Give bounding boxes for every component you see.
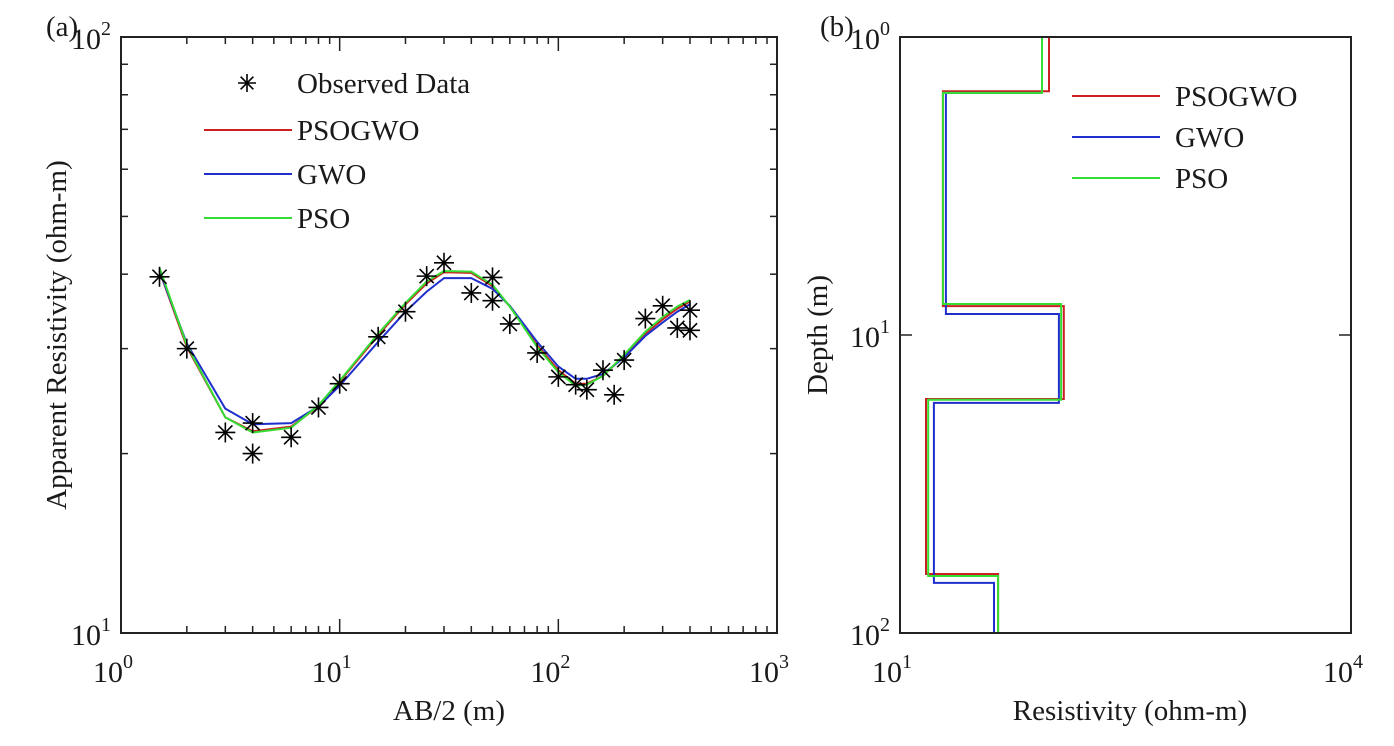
legend-label-psogwo: PSOGWO	[297, 115, 419, 147]
x-tick-label: 102	[530, 651, 570, 689]
panel-b-series	[925, 37, 1065, 633]
observed-data-point	[652, 295, 673, 316]
observed-data-point	[635, 308, 656, 329]
observed-data-point	[242, 443, 263, 464]
observed-data-point	[548, 366, 569, 387]
panel-b-label: (b)	[820, 11, 854, 43]
panel-a-observed-points	[149, 252, 700, 464]
panel-b-legend: PSOGWO GWO PSO	[1072, 81, 1297, 195]
observed-data-point	[395, 301, 416, 322]
observed-data-point	[679, 300, 700, 321]
observed-data-point	[499, 313, 520, 334]
panel-a-series	[158, 267, 691, 434]
panel-a-legend: Observed Data PSOGWO GWO PSO	[204, 68, 470, 235]
model-line-psogwo	[925, 37, 1065, 633]
legend-label-psogwo: PSOGWO	[1175, 81, 1297, 113]
panel-a-label: (a)	[46, 11, 78, 43]
observed-data-point	[592, 360, 613, 381]
legend-label-gwo: GWO	[1175, 122, 1244, 154]
observed-data-point	[242, 413, 263, 434]
observed-data-point	[461, 282, 482, 303]
x-tick-label: 101	[312, 651, 352, 689]
observed-data-point	[614, 350, 635, 371]
observed-data-point	[527, 342, 548, 363]
panel-b-y-axis-label: Depth (m)	[802, 275, 834, 395]
panel-a-ticks	[121, 37, 777, 633]
observed-data-point	[667, 317, 688, 338]
observed-data-point	[215, 422, 236, 443]
panel-a-y-axis-label: Apparent Resistivity (ohm-m)	[41, 160, 73, 510]
y-tick-label: 102	[850, 614, 890, 652]
panel-b-x-axis-label: Resistivity (ohm-m)	[1013, 695, 1247, 727]
x-tick-label: 104	[1323, 651, 1363, 689]
panel-a-x-axis-label: AB/2 (m)	[393, 695, 505, 727]
y-tick-label: 101	[71, 614, 111, 652]
legend-label-observed-data: Observed Data	[297, 68, 470, 100]
observed-data-point	[416, 266, 437, 287]
observed-data-point	[149, 266, 170, 287]
series-line-psogwo	[158, 270, 691, 433]
observed-data-point	[679, 320, 700, 341]
legend-observed-marker	[238, 74, 256, 92]
observed-data-point	[433, 252, 454, 273]
observed-data-point	[482, 290, 503, 311]
series-line-gwo	[158, 270, 691, 426]
panel-a-axes-box	[120, 36, 778, 634]
observed-data-point	[281, 427, 302, 448]
x-tick-label: 103	[749, 651, 789, 689]
legend-label-gwo: GWO	[297, 159, 366, 191]
y-tick-label: 102	[71, 18, 111, 56]
model-line-pso	[927, 37, 1063, 633]
x-tick-label: 101	[872, 651, 912, 689]
y-tick-label: 101	[850, 316, 890, 354]
observed-data-point	[482, 267, 503, 288]
legend-label-pso: PSO	[297, 203, 350, 235]
model-line-gwo	[932, 37, 1060, 633]
observed-data-point	[604, 384, 625, 405]
y-tick-label: 100	[850, 18, 890, 56]
observed-data-point	[308, 397, 329, 418]
series-line-pso	[158, 267, 691, 434]
legend-label-pso: PSO	[1175, 163, 1228, 195]
observed-data-point	[576, 379, 597, 400]
x-tick-label: 100	[93, 651, 133, 689]
observed-data-point	[368, 326, 389, 347]
observed-data-point	[329, 373, 350, 394]
panel-b-axes-box	[899, 36, 1352, 634]
observed-data-point	[176, 338, 197, 359]
